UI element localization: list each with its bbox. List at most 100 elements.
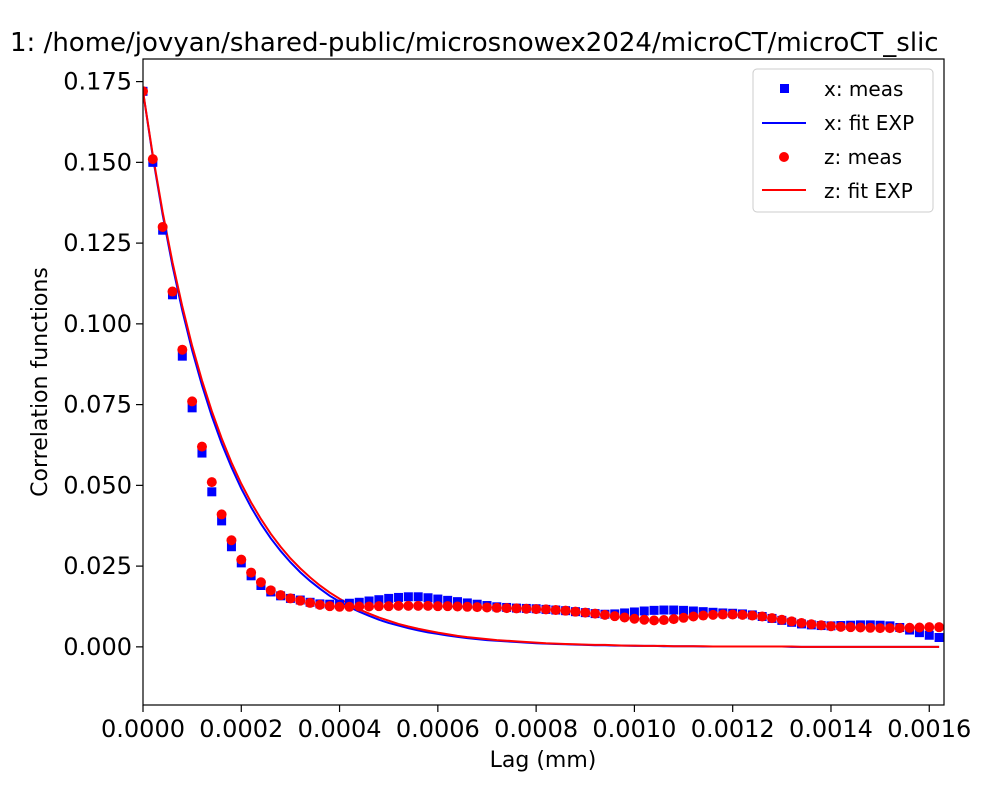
point-z-meas [560, 605, 571, 616]
point-z-meas [177, 344, 188, 355]
point-z-meas [265, 585, 276, 596]
point-x-meas [669, 605, 679, 615]
point-z-meas [491, 602, 502, 613]
point-z-meas [845, 622, 856, 633]
legend-label-z-fit: z: fit EXP [824, 179, 913, 203]
y-tick-label: 0.000 [63, 633, 132, 661]
point-z-meas [717, 609, 728, 620]
y-tick-label: 0.025 [63, 552, 132, 580]
point-z-meas [344, 601, 355, 612]
legend-label-z-meas: z: meas [824, 145, 902, 169]
point-x-meas [394, 592, 404, 602]
point-z-meas [157, 221, 168, 232]
point-z-meas [275, 590, 286, 601]
x-tick-label: 0.0014 [789, 715, 873, 743]
point-x-meas [934, 632, 944, 642]
point-z-meas [806, 619, 817, 630]
point-x-meas [914, 628, 924, 638]
point-z-meas [295, 595, 306, 606]
point-x-meas [207, 487, 217, 497]
series-line-z-fit-exp [143, 91, 940, 648]
point-z-meas [373, 601, 384, 612]
point-z-meas [796, 617, 807, 628]
point-z-meas [639, 614, 650, 625]
point-z-meas [865, 622, 876, 633]
point-x-meas [374, 595, 384, 605]
point-z-meas [875, 623, 886, 634]
point-z-meas [531, 604, 542, 615]
y-tick-label: 0.150 [63, 148, 132, 176]
y-tick-label: 0.125 [63, 229, 132, 257]
point-z-meas [147, 154, 158, 165]
point-z-meas [727, 609, 738, 620]
point-x-meas [413, 592, 423, 602]
point-x-meas [403, 592, 413, 602]
point-x-meas [177, 351, 187, 361]
point-x-meas [433, 594, 443, 604]
point-z-meas [236, 554, 247, 565]
point-z-meas [757, 611, 768, 622]
point-z-meas [442, 601, 453, 612]
point-z-meas [698, 610, 709, 621]
point-x-meas [187, 403, 197, 413]
x-tick-label: 0.0016 [887, 715, 971, 743]
point-z-meas [904, 622, 915, 633]
x-tick-label: 0.0008 [494, 715, 578, 743]
point-x-meas [423, 593, 433, 603]
point-z-meas [196, 441, 207, 452]
point-z-meas [354, 601, 365, 612]
y-tick-label: 0.075 [63, 391, 132, 419]
point-x-meas [639, 606, 649, 616]
point-x-meas [649, 605, 659, 615]
point-z-meas [255, 577, 266, 588]
ticks-layer: 0.0000 0.0002 0.0004 0.0006 0.0008 0.0010 0.00… [63, 68, 971, 743]
point-z-meas [649, 615, 660, 626]
point-z-meas [501, 603, 512, 614]
point-z-meas [187, 396, 198, 407]
legend-marker-x-meas [780, 84, 789, 93]
legend-label-x-fit: x: fit EXP [824, 111, 914, 135]
point-z-meas [590, 608, 601, 619]
point-x-meas [688, 606, 698, 616]
chart-title: 1: /home/jovyan/shared-public/microsnowe… [10, 28, 939, 58]
point-z-meas [619, 612, 630, 623]
point-z-meas [688, 611, 699, 622]
point-z-meas [668, 614, 679, 625]
point-x-meas [197, 448, 207, 458]
point-z-meas [924, 622, 935, 633]
point-z-meas [540, 604, 551, 615]
point-x-meas [226, 542, 236, 552]
point-z-meas [914, 622, 925, 633]
series-layer [143, 86, 944, 648]
point-z-meas [167, 286, 178, 297]
point-x-meas [217, 516, 227, 526]
point-z-meas [246, 567, 257, 578]
legend-label-x-meas: x: meas [824, 77, 903, 101]
x-tick-label: 0.0006 [396, 715, 480, 743]
point-z-meas [786, 616, 797, 627]
point-x-meas [924, 630, 934, 640]
x-tick-label: 0.0010 [592, 715, 676, 743]
legend-marker-z-meas [779, 152, 789, 162]
point-z-meas [629, 613, 640, 624]
point-z-meas [511, 603, 522, 614]
y-tick-label: 0.175 [63, 68, 132, 96]
point-z-meas [413, 600, 424, 611]
legend-box [752, 68, 934, 213]
point-z-meas [324, 601, 335, 612]
point-z-meas [747, 610, 758, 621]
point-z-meas [472, 602, 483, 613]
point-x-meas [629, 607, 639, 617]
point-x-meas [659, 605, 669, 615]
x-tick-label: 0.0000 [101, 715, 185, 743]
point-z-meas [767, 613, 778, 624]
point-z-meas [599, 609, 610, 620]
point-z-meas [550, 605, 561, 616]
point-z-meas [884, 623, 895, 634]
point-z-meas [403, 600, 414, 611]
point-z-meas [708, 609, 719, 620]
x-tick-label: 0.0004 [298, 715, 382, 743]
point-z-meas [432, 601, 443, 612]
point-z-meas [206, 477, 217, 488]
